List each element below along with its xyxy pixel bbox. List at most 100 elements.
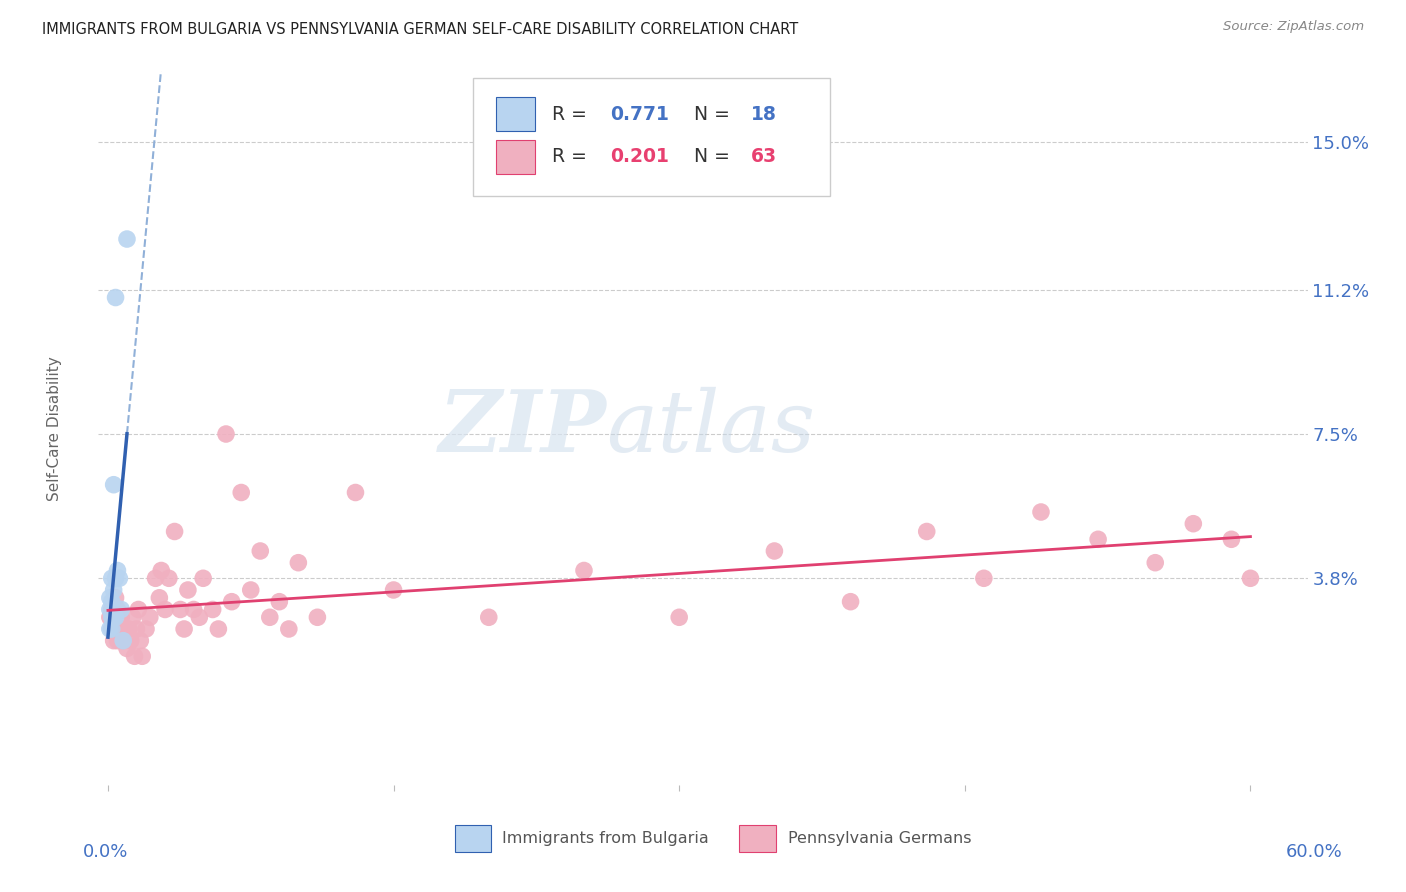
Point xyxy=(145,571,167,585)
Point xyxy=(104,610,127,624)
Point xyxy=(103,582,125,597)
Point xyxy=(107,602,129,616)
Point xyxy=(259,610,281,624)
Point xyxy=(269,595,291,609)
Point xyxy=(104,622,127,636)
Point xyxy=(124,649,146,664)
Point xyxy=(110,610,132,624)
Text: R =: R = xyxy=(551,104,593,124)
Point xyxy=(120,633,142,648)
Point xyxy=(104,291,127,305)
Point xyxy=(1220,533,1243,547)
Point xyxy=(207,622,229,636)
Text: ZIP: ZIP xyxy=(439,386,606,470)
Point xyxy=(103,633,125,648)
Point xyxy=(1239,571,1261,585)
Point xyxy=(98,591,121,605)
Point xyxy=(100,622,122,636)
Text: 18: 18 xyxy=(751,104,778,124)
Point xyxy=(112,633,135,648)
Point xyxy=(150,564,173,578)
Point xyxy=(153,602,176,616)
Point xyxy=(118,622,141,636)
Text: IMMIGRANTS FROM BULGARIA VS PENNSYLVANIA GERMAN SELF-CARE DISABILITY CORRELATION: IMMIGRANTS FROM BULGARIA VS PENNSYLVANIA… xyxy=(42,22,799,37)
Point xyxy=(215,427,238,442)
FancyBboxPatch shape xyxy=(496,140,534,174)
Point xyxy=(307,610,329,624)
Point xyxy=(103,610,125,624)
Text: N =: N = xyxy=(682,147,737,167)
Text: 0.0%: 0.0% xyxy=(83,843,128,861)
Point xyxy=(1087,533,1109,547)
Point xyxy=(100,602,122,616)
Text: 0.201: 0.201 xyxy=(610,147,669,167)
Point xyxy=(572,564,595,578)
Text: 60.0%: 60.0% xyxy=(1286,843,1343,861)
FancyBboxPatch shape xyxy=(740,825,776,852)
Point xyxy=(148,591,170,605)
FancyBboxPatch shape xyxy=(456,825,492,852)
Point xyxy=(100,610,122,624)
Point xyxy=(108,622,131,636)
Point xyxy=(277,622,299,636)
Point xyxy=(98,602,121,616)
Text: R =: R = xyxy=(551,147,593,167)
Point xyxy=(115,232,138,246)
Point xyxy=(169,602,191,616)
Point xyxy=(121,610,143,624)
Point xyxy=(129,633,152,648)
Text: 63: 63 xyxy=(751,147,778,167)
Point xyxy=(183,602,205,616)
Point xyxy=(839,595,862,609)
Point xyxy=(107,633,129,648)
Point xyxy=(188,610,211,624)
Point xyxy=(103,477,125,491)
Point xyxy=(668,610,690,624)
Point xyxy=(201,602,224,616)
Point xyxy=(173,622,195,636)
Point xyxy=(98,622,121,636)
Text: N =: N = xyxy=(682,104,737,124)
Point xyxy=(231,485,253,500)
Text: atlas: atlas xyxy=(606,387,815,469)
Point xyxy=(1029,505,1052,519)
Point xyxy=(478,610,501,624)
Point xyxy=(107,564,129,578)
Point xyxy=(112,633,135,648)
Point xyxy=(115,641,138,656)
Point xyxy=(103,610,125,624)
Point xyxy=(127,602,149,616)
Point xyxy=(1144,556,1167,570)
Point xyxy=(191,571,214,585)
Point xyxy=(100,622,122,636)
Point xyxy=(915,524,938,539)
Point xyxy=(98,610,121,624)
Point xyxy=(108,571,131,585)
Point xyxy=(249,544,271,558)
Point xyxy=(239,582,262,597)
Point xyxy=(100,595,122,609)
Point xyxy=(177,582,200,597)
Point xyxy=(344,485,367,500)
Point xyxy=(139,610,162,624)
Point xyxy=(973,571,995,585)
Point xyxy=(131,649,153,664)
Point xyxy=(125,622,148,636)
Point xyxy=(110,602,132,616)
Point xyxy=(1182,516,1205,531)
Point xyxy=(763,544,786,558)
Point xyxy=(287,556,309,570)
Text: Pennsylvania Germans: Pennsylvania Germans xyxy=(787,831,972,846)
Point xyxy=(382,582,405,597)
Point xyxy=(114,622,136,636)
Text: 0.771: 0.771 xyxy=(610,104,669,124)
Point xyxy=(100,571,122,585)
Y-axis label: Self-Care Disability: Self-Care Disability xyxy=(48,356,62,500)
FancyBboxPatch shape xyxy=(474,78,830,196)
Point xyxy=(135,622,157,636)
FancyBboxPatch shape xyxy=(496,97,534,131)
Point xyxy=(104,591,127,605)
Point xyxy=(221,595,243,609)
Text: Source: ZipAtlas.com: Source: ZipAtlas.com xyxy=(1223,20,1364,33)
Point xyxy=(104,571,127,585)
